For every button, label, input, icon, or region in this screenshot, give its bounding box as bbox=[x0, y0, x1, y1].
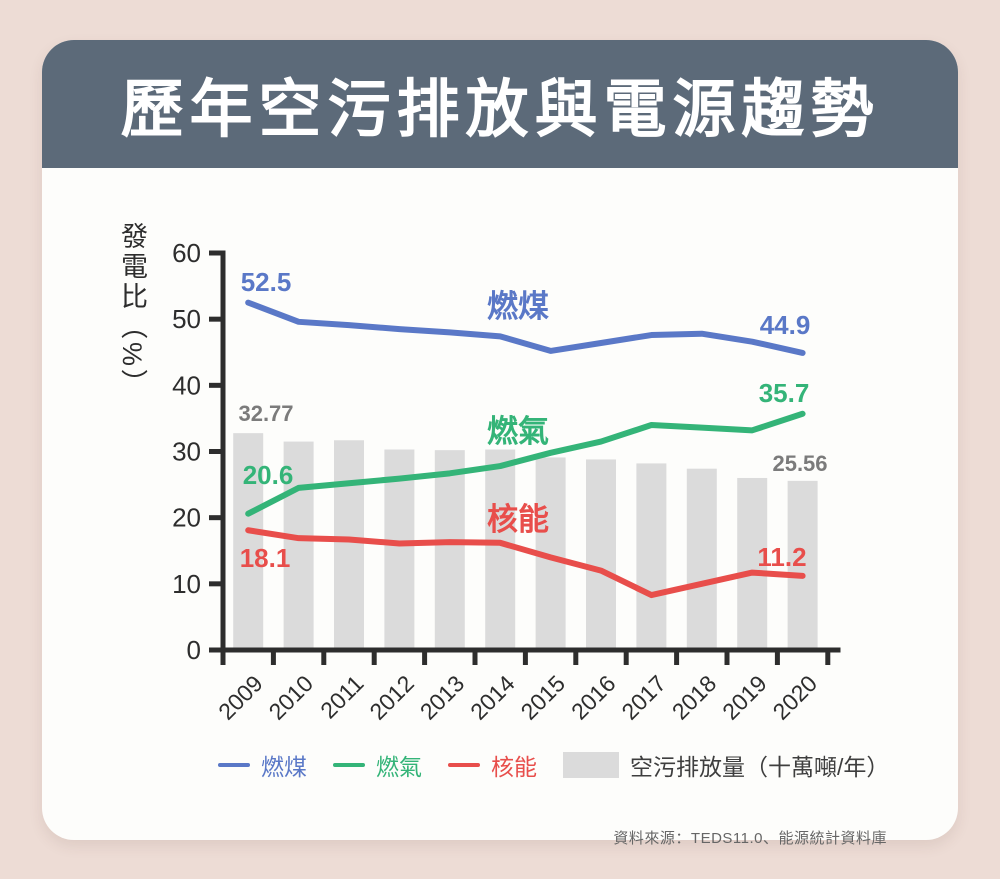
y-tick-label: 10 bbox=[172, 569, 201, 599]
legend: 燃煤 燃氣 核能 空污排放量（十萬噸/年） bbox=[218, 748, 889, 782]
annotation-燃煤: 燃煤 bbox=[487, 289, 549, 324]
legend-item-emissions: 空污排放量（十萬噸/年） bbox=[563, 748, 889, 782]
x-axis-label-2016: 2016 bbox=[566, 670, 621, 725]
x-axis-label-2012: 2012 bbox=[364, 670, 419, 725]
y-tick-label: 40 bbox=[172, 370, 201, 400]
annotation-44.9: 44.9 bbox=[760, 310, 811, 340]
gas-line bbox=[245, 410, 806, 517]
nuclear-line-swatch-icon bbox=[448, 763, 480, 767]
source-note: 資料來源：TEDS11.0、能源統計資料庫 bbox=[613, 830, 887, 847]
legend-label-coal: 燃煤 bbox=[261, 754, 307, 780]
gas-line-swatch-icon bbox=[333, 763, 365, 767]
x-axis-label-2013: 2013 bbox=[415, 670, 470, 725]
legend-label-nuclear: 核能 bbox=[491, 754, 537, 780]
emissions-bar-2013 bbox=[434, 450, 465, 650]
x-axis-label-2011: 2011 bbox=[315, 670, 368, 723]
emissions-bar-2020 bbox=[787, 480, 818, 650]
emissions-bar-2011 bbox=[334, 440, 364, 650]
emissions-bar-swatch-icon bbox=[563, 752, 619, 778]
emissions-bar-2018 bbox=[686, 468, 717, 650]
annotation-25.56: 25.56 bbox=[772, 451, 827, 476]
y-tick-label: 30 bbox=[172, 437, 201, 467]
y-tick-label: 50 bbox=[172, 304, 201, 334]
annotation-32.77: 32.77 bbox=[238, 401, 293, 426]
x-axis-label-2010: 2010 bbox=[264, 670, 319, 725]
legend-item-coal: 燃煤 bbox=[218, 748, 307, 782]
emissions-bar-2016 bbox=[586, 459, 616, 650]
annotation-11.2: 11.2 bbox=[757, 542, 806, 572]
emissions-bar-2012 bbox=[384, 449, 415, 650]
legend-item-nuclear: 核能 bbox=[448, 748, 537, 782]
annotation-18.1: 18.1 bbox=[240, 543, 291, 573]
annotation-35.7: 35.7 bbox=[759, 378, 810, 408]
annotation-52.5: 52.5 bbox=[241, 267, 292, 297]
emissions-bar-2019 bbox=[737, 477, 768, 650]
x-axis-label-2014: 2014 bbox=[465, 670, 520, 725]
x-axis-label-2017: 2017 bbox=[616, 670, 671, 725]
legend-item-gas: 燃氣 bbox=[333, 748, 422, 782]
x-axis-label-2015: 2015 bbox=[516, 670, 571, 725]
annotation-核能: 核能 bbox=[487, 502, 549, 537]
annotation-燃氣: 燃氣 bbox=[487, 414, 549, 449]
coal-line-swatch-icon bbox=[218, 763, 250, 767]
legend-label-gas: 燃氣 bbox=[376, 754, 422, 780]
y-axis-title: 發電比（%） bbox=[117, 222, 147, 400]
chart: 0102030405060200920102011201220132014201… bbox=[172, 238, 841, 725]
y-tick-label: 0 bbox=[187, 635, 201, 665]
coal-line bbox=[245, 299, 806, 356]
x-axis-label-2019: 2019 bbox=[717, 670, 772, 725]
x-axis-label-2009: 2009 bbox=[213, 670, 268, 725]
annotation-20.6: 20.6 bbox=[243, 460, 294, 490]
y-tick-label: 60 bbox=[172, 238, 201, 268]
emissions-bar-2010 bbox=[283, 441, 314, 650]
nuclear-line bbox=[245, 527, 806, 599]
x-axis-label-2020: 2020 bbox=[768, 670, 823, 725]
x-axis-label-2018: 2018 bbox=[667, 670, 722, 725]
emissions-bar-2017 bbox=[636, 463, 667, 650]
infographic-card: 歷年空污排放與電源趨勢 發電比（%） 0 10 20 30 40 50 60 2009 2010… bbox=[42, 40, 958, 847]
y-tick-label: 20 bbox=[172, 503, 201, 533]
header-banner: 歷年空污排放與電源趨勢 bbox=[42, 40, 958, 168]
emissions-bar-2014 bbox=[485, 449, 516, 650]
emissions-bar-2009 bbox=[233, 433, 264, 650]
legend-label-emissions: 空污排放量（十萬噸/年） bbox=[630, 754, 890, 780]
page-title: 歷年空污排放與電源趨勢 bbox=[120, 74, 880, 145]
